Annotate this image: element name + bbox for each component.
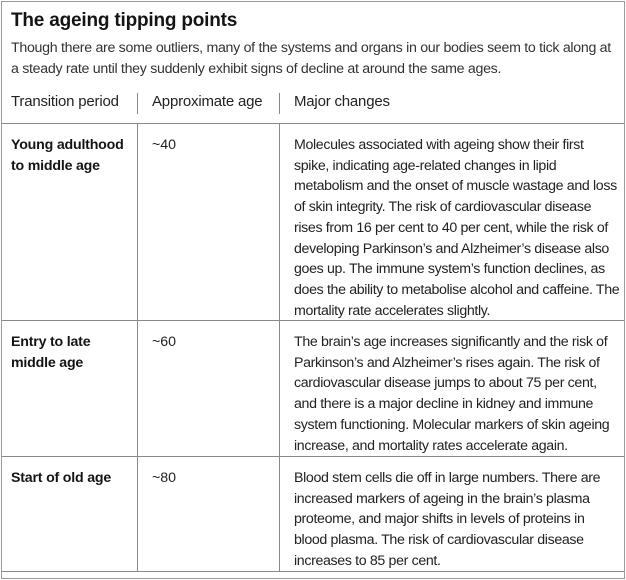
age-cell: ~40 [152, 137, 177, 153]
column-divider [137, 321, 138, 457]
table-bottom-rule [2, 571, 624, 572]
header-divider [137, 93, 138, 114]
column-divider [279, 124, 280, 321]
header-major-changes: Major changes [294, 93, 390, 110]
period-cell: Young adulthood to middle age [11, 137, 124, 174]
figure-title: The ageing tipping points [11, 10, 238, 31]
figure-subtitle: Though there are some outliers, many of … [11, 40, 611, 77]
column-divider [279, 321, 280, 457]
table-row: Entry to late middle age ~60 The brain’s… [2, 320, 624, 457]
age-cell: ~80 [152, 470, 177, 486]
column-divider [137, 124, 138, 321]
table-header: Transition period Approximate age Major … [2, 93, 624, 123]
column-divider [137, 457, 138, 572]
age-cell: ~60 [152, 334, 177, 350]
period-cell: Entry to late middle age [11, 334, 91, 371]
header-transition-period: Transition period [11, 93, 119, 110]
period-cell: Start of old age [11, 470, 112, 486]
header-approximate-age: Approximate age [152, 93, 263, 110]
header-divider [279, 93, 280, 114]
changes-cell: Molecules associated with ageing show th… [294, 137, 620, 319]
changes-cell: Blood stem cells die off in large number… [294, 470, 601, 569]
changes-cell: The brain’s age increases significantly … [294, 334, 610, 454]
table-row: Start of old age ~80 Blood stem cells di… [2, 456, 624, 572]
column-divider [279, 457, 280, 572]
table-row: Young adulthood to middle age ~40 Molecu… [2, 123, 624, 321]
